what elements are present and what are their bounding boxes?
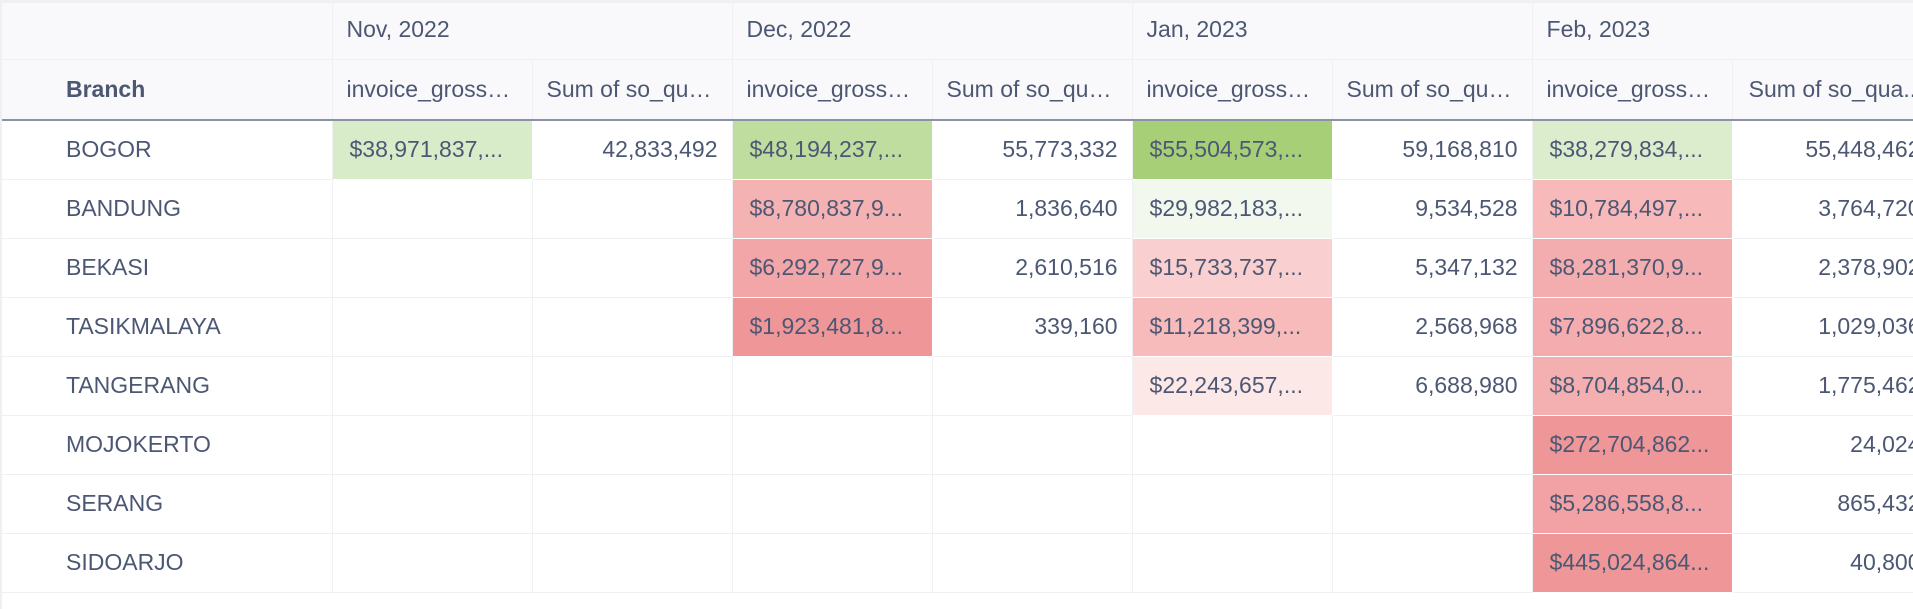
so-quantity-cell[interactable]: 1,775,462 — [1732, 356, 1913, 416]
branch-cell[interactable]: BOGOR — [0, 120, 333, 180]
invoice-gross-cell[interactable] — [732, 474, 933, 534]
so-quantity-cell[interactable]: 2,568,968 — [1332, 297, 1533, 357]
invoice-gross-cell[interactable] — [332, 238, 533, 298]
branch-cell[interactable]: SIDOARJO — [0, 533, 333, 593]
so-quantity-cell[interactable]: 40,800 — [1732, 533, 1913, 593]
invoice-gross-cell[interactable]: $8,281,370,9... — [1532, 238, 1733, 298]
so-quantity-header[interactable]: Sum of so_qua... — [1332, 59, 1533, 121]
invoice-gross-cell[interactable]: $8,780,837,9... — [732, 179, 933, 239]
invoice-gross-cell[interactable] — [332, 356, 533, 416]
invoice-gross-cell[interactable]: $55,504,573,... — [1132, 120, 1333, 180]
month-header[interactable]: Feb, 2023 — [1532, 0, 1913, 60]
so-quantity-header[interactable]: Sum of so_qua... — [1732, 59, 1913, 121]
so-quantity-cell[interactable] — [932, 415, 1133, 475]
table-row: BANDUNG $8,780,837,9... 1,836,640 $29,982,1… — [0, 179, 1913, 239]
so-quantity-cell[interactable] — [1332, 415, 1533, 475]
invoice-gross-cell[interactable]: $272,704,862... — [1532, 415, 1733, 475]
invoice-gross-cell[interactable] — [332, 474, 533, 534]
table-row: SIDOARJO $445,024,864...40,800 — [0, 533, 1913, 593]
branch-cell[interactable]: BANDUNG — [0, 179, 333, 239]
so-quantity-cell[interactable] — [532, 533, 733, 593]
invoice-gross-cell[interactable]: $8,704,854,0... — [1532, 356, 1733, 416]
so-quantity-cell[interactable]: 1,836,640 — [932, 179, 1133, 239]
invoice-gross-header[interactable]: invoice_gross_... — [332, 59, 533, 121]
so-quantity-cell[interactable] — [532, 474, 733, 534]
so-quantity-cell[interactable]: 42,833,492 — [532, 120, 733, 180]
invoice-gross-cell[interactable] — [1132, 415, 1333, 475]
so-quantity-cell[interactable]: 9,534,528 — [1332, 179, 1533, 239]
so-quantity-cell[interactable]: 55,773,332 — [932, 120, 1133, 180]
so-quantity-header[interactable]: Sum of so_qua... — [932, 59, 1133, 121]
invoice-gross-header[interactable]: invoice_gross_... — [1532, 59, 1733, 121]
invoice-gross-cell[interactable] — [1132, 533, 1333, 593]
branch-column-header[interactable]: Branch — [0, 59, 333, 121]
so-quantity-cell[interactable] — [532, 238, 733, 298]
table-row: BEKASI $6,292,727,9... 2,610,516 $15,733,73… — [0, 238, 1913, 298]
month-header[interactable]: Nov, 2022 — [332, 0, 733, 60]
branch-cell[interactable]: SERANG — [0, 474, 333, 534]
invoice-gross-header[interactable]: invoice_gross_... — [732, 59, 933, 121]
invoice-gross-cell[interactable]: $445,024,864... — [1532, 533, 1733, 593]
invoice-gross-cell[interactable] — [332, 297, 533, 357]
invoice-gross-cell[interactable]: $29,982,183,... — [1132, 179, 1333, 239]
branch-cell[interactable]: TANGERANG — [0, 356, 333, 416]
branch-cell[interactable]: TASIKMALAYA — [0, 297, 333, 357]
so-quantity-cell[interactable] — [532, 297, 733, 357]
invoice-gross-cell[interactable]: $38,971,837,... — [332, 120, 533, 180]
invoice-gross-cell[interactable]: $5,286,558,8... — [1532, 474, 1733, 534]
so-quantity-cell[interactable]: 865,432 — [1732, 474, 1913, 534]
month-header[interactable]: Jan, 2023 — [1132, 0, 1533, 60]
invoice-gross-cell[interactable]: $15,733,737,... — [1132, 238, 1333, 298]
top-border — [0, 0, 1913, 3]
table-row: TASIKMALAYA $1,923,481,8... 339,160 $11,218… — [0, 297, 1913, 357]
table-row: BOGOR $38,971,837,... 42,833,492 $48,194,23… — [0, 120, 1913, 180]
so-quantity-cell[interactable] — [932, 474, 1133, 534]
invoice-gross-cell[interactable] — [332, 415, 533, 475]
so-quantity-cell[interactable] — [532, 415, 733, 475]
invoice-gross-cell[interactable] — [732, 533, 933, 593]
so-quantity-cell[interactable] — [532, 179, 733, 239]
invoice-gross-cell[interactable] — [332, 179, 533, 239]
table-row: MOJOKERTO $272,704,862...24,024 — [0, 415, 1913, 475]
invoice-gross-cell[interactable]: $7,896,622,8... — [1532, 297, 1733, 357]
invoice-gross-cell[interactable]: $1,923,481,8... — [732, 297, 933, 357]
so-quantity-cell[interactable]: 2,610,516 — [932, 238, 1133, 298]
invoice-gross-cell[interactable] — [1132, 474, 1333, 534]
so-quantity-cell[interactable] — [532, 356, 733, 416]
so-quantity-cell[interactable]: 5,347,132 — [1332, 238, 1533, 298]
so-quantity-cell[interactable]: 24,024 — [1732, 415, 1913, 475]
so-quantity-header[interactable]: Sum of so_qua... — [532, 59, 733, 121]
pivot-grid: Nov, 2022 Dec, 2022 Jan, 2023 Feb, 2023 … — [0, 0, 1913, 593]
so-quantity-cell[interactable]: 59,168,810 — [1332, 120, 1533, 180]
so-quantity-cell[interactable]: 1,029,036 — [1732, 297, 1913, 357]
invoice-gross-cell[interactable]: $6,292,727,9... — [732, 238, 933, 298]
so-quantity-cell[interactable]: 2,378,902 — [1732, 238, 1913, 298]
invoice-gross-cell[interactable]: $11,218,399,... — [1132, 297, 1333, 357]
pivot-body: BOGOR $38,971,837,... 42,833,492 $48,194,23… — [0, 120, 1913, 593]
branch-cell[interactable]: MOJOKERTO — [0, 415, 333, 475]
so-quantity-cell[interactable] — [932, 356, 1133, 416]
table-row: SERANG $5,286,558,8... 865,432 — [0, 474, 1913, 534]
so-quantity-cell[interactable] — [932, 533, 1133, 593]
so-quantity-cell[interactable]: 55,448,462 — [1732, 120, 1913, 180]
so-quantity-cell[interactable] — [1332, 474, 1533, 534]
so-quantity-cell[interactable]: 339,160 — [932, 297, 1133, 357]
invoice-gross-header[interactable]: invoice_gross_... — [1132, 59, 1333, 121]
so-quantity-cell[interactable]: 6,688,980 — [1332, 356, 1533, 416]
table-row: TANGERANG $22,243,657,... 6,688,980 $8,704,… — [0, 356, 1913, 416]
so-quantity-cell[interactable]: 3,764,720 — [1732, 179, 1913, 239]
invoice-gross-cell[interactable] — [732, 415, 933, 475]
invoice-gross-cell[interactable]: $10,784,497,... — [1532, 179, 1733, 239]
left-border — [0, 0, 2, 609]
branch-cell[interactable]: BEKASI — [0, 238, 333, 298]
invoice-gross-cell[interactable]: $48,194,237,... — [732, 120, 933, 180]
invoice-gross-cell[interactable]: $38,279,834,... — [1532, 120, 1733, 180]
so-quantity-cell[interactable] — [1332, 533, 1533, 593]
invoice-gross-cell[interactable] — [332, 533, 533, 593]
corner-cell — [0, 0, 333, 60]
invoice-gross-cell[interactable] — [732, 356, 933, 416]
month-header[interactable]: Dec, 2022 — [732, 0, 1133, 60]
invoice-gross-cell[interactable]: $22,243,657,... — [1132, 356, 1333, 416]
